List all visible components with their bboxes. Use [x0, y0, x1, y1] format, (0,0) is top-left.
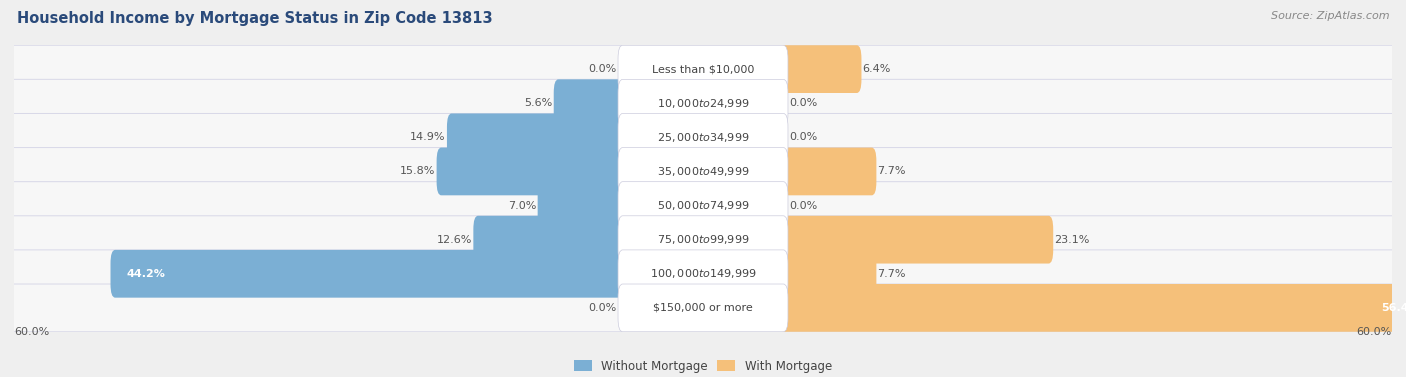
FancyBboxPatch shape [619, 216, 787, 264]
FancyBboxPatch shape [437, 147, 627, 195]
FancyBboxPatch shape [0, 284, 1406, 332]
Text: $50,000 to $74,999: $50,000 to $74,999 [657, 199, 749, 212]
Text: 0.0%: 0.0% [789, 98, 817, 108]
FancyBboxPatch shape [619, 45, 787, 93]
FancyBboxPatch shape [474, 216, 627, 264]
Text: $100,000 to $149,999: $100,000 to $149,999 [650, 267, 756, 280]
Text: 7.7%: 7.7% [877, 166, 905, 176]
FancyBboxPatch shape [0, 113, 1406, 161]
Text: $35,000 to $49,999: $35,000 to $49,999 [657, 165, 749, 178]
Text: Household Income by Mortgage Status in Zip Code 13813: Household Income by Mortgage Status in Z… [17, 11, 492, 26]
Text: $10,000 to $24,999: $10,000 to $24,999 [657, 97, 749, 110]
FancyBboxPatch shape [619, 250, 787, 298]
FancyBboxPatch shape [619, 147, 787, 195]
FancyBboxPatch shape [537, 182, 627, 230]
Text: $150,000 or more: $150,000 or more [654, 303, 752, 313]
FancyBboxPatch shape [619, 79, 787, 127]
Text: 7.7%: 7.7% [877, 269, 905, 279]
Text: $75,000 to $99,999: $75,000 to $99,999 [657, 233, 749, 246]
FancyBboxPatch shape [111, 250, 627, 298]
Text: 0.0%: 0.0% [589, 303, 617, 313]
Text: 56.4%: 56.4% [1381, 303, 1406, 313]
Text: 14.9%: 14.9% [411, 132, 446, 143]
Text: 0.0%: 0.0% [589, 64, 617, 74]
FancyBboxPatch shape [554, 79, 627, 127]
Text: 5.6%: 5.6% [524, 98, 553, 108]
Text: 60.0%: 60.0% [14, 328, 49, 337]
FancyBboxPatch shape [779, 216, 1053, 264]
Text: Source: ZipAtlas.com: Source: ZipAtlas.com [1271, 11, 1389, 21]
FancyBboxPatch shape [779, 284, 1406, 332]
Text: 44.2%: 44.2% [127, 269, 166, 279]
Text: 0.0%: 0.0% [789, 201, 817, 211]
FancyBboxPatch shape [619, 284, 787, 332]
Text: 60.0%: 60.0% [1357, 328, 1392, 337]
Text: 15.8%: 15.8% [401, 166, 436, 176]
Text: $25,000 to $34,999: $25,000 to $34,999 [657, 131, 749, 144]
Text: 7.0%: 7.0% [508, 201, 537, 211]
FancyBboxPatch shape [0, 147, 1406, 195]
FancyBboxPatch shape [0, 79, 1406, 127]
FancyBboxPatch shape [0, 216, 1406, 264]
Text: 12.6%: 12.6% [437, 234, 472, 245]
Text: Less than $10,000: Less than $10,000 [652, 64, 754, 74]
FancyBboxPatch shape [779, 147, 876, 195]
Text: 0.0%: 0.0% [789, 132, 817, 143]
FancyBboxPatch shape [779, 45, 862, 93]
FancyBboxPatch shape [0, 182, 1406, 230]
FancyBboxPatch shape [447, 113, 627, 161]
FancyBboxPatch shape [0, 45, 1406, 93]
FancyBboxPatch shape [779, 250, 876, 298]
Legend: Without Mortgage, With Mortgage: Without Mortgage, With Mortgage [569, 355, 837, 377]
FancyBboxPatch shape [0, 250, 1406, 298]
Text: 6.4%: 6.4% [863, 64, 891, 74]
FancyBboxPatch shape [619, 113, 787, 161]
Text: 23.1%: 23.1% [1054, 234, 1090, 245]
FancyBboxPatch shape [619, 182, 787, 230]
